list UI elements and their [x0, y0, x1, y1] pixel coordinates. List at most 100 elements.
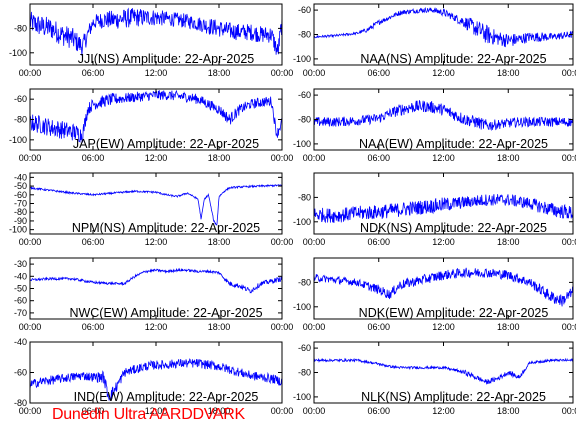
y-tick-label: -100: [293, 217, 311, 227]
panel-title: JAP(EW) Amplitude: 22-Apr-2025: [73, 137, 259, 151]
x-tick-label: 18:00: [208, 237, 231, 247]
y-tick-label: -70: [14, 308, 27, 318]
x-tick-label: 06:00: [367, 406, 390, 416]
panel-title: NWC(EW) Amplitude: 22-Apr-2025: [69, 306, 262, 320]
x-tick-label: 00:00: [303, 322, 326, 332]
amplitude-series-line: [314, 193, 573, 224]
x-tick-label: 12:00: [432, 68, 455, 78]
x-tick-label: 06:00: [82, 68, 105, 78]
x-tick-label: 18:00: [497, 68, 520, 78]
y-tick-label: -80: [298, 115, 311, 125]
x-tick-label: 00:00: [271, 68, 294, 78]
y-tick-label: -80: [14, 398, 27, 408]
amplitude-series-line: [30, 89, 282, 143]
panel-title: NAA(NS) Amplitude: 22-Apr-2025: [360, 52, 546, 66]
x-tick-label: 12:00: [145, 237, 168, 247]
y-tick-label: -60: [298, 5, 311, 15]
x-tick-label: 12:00: [145, 153, 168, 163]
x-tick-label: 12:00: [432, 237, 455, 247]
panel-title: NPM(NS) Amplitude: 22-Apr-2025: [72, 221, 260, 235]
y-tick-label: -60: [298, 343, 311, 353]
chart-panel: 00:00 06:00 12:00 18:00 00:00 -40-50-60-70-80…: [9, 172, 293, 247]
chart-panel: 00:00 06:00 12:00 18:00 00:00 -60 -80 -100 NAA(N…: [293, 3, 576, 78]
chart-panel: 00:00 06:00 12:00 18:00 00:00 -60 -80 -100 NAA(E…: [293, 88, 576, 163]
y-tick-label: -50: [14, 181, 27, 191]
y-tick-label: -40: [14, 271, 27, 281]
x-tick-label: 18:00: [208, 153, 231, 163]
x-tick-label: 00:00: [271, 237, 294, 247]
amplitude-series-line: [314, 267, 573, 307]
y-tick-label: -40: [14, 337, 27, 347]
chart-panel: 00:00 06:00 12:00 18:00 00:00 -30 -40 -50 -60 -70…: [14, 257, 294, 332]
x-tick-label: 06:00: [82, 153, 105, 163]
y-tick-label: -60: [14, 368, 27, 378]
chart-panel: 00:00 06:00 12:00 18:00 00:00 -60 -80 -100 JAP(E…: [9, 88, 294, 163]
y-tick-label: -50: [14, 284, 27, 294]
x-tick-label: 18:00: [497, 153, 520, 163]
x-tick-label: 06:00: [367, 322, 390, 332]
x-tick-label: 12:00: [145, 322, 168, 332]
chart-panel: 00:00 06:00 12:00 18:00 00:00 -80 -100 NDK(EW) …: [293, 257, 576, 332]
x-tick-label: 00:00: [562, 68, 576, 78]
x-tick-label: 00:00: [303, 153, 326, 163]
y-tick-label: -100: [9, 225, 27, 235]
x-tick-label: 00:00: [562, 237, 576, 247]
panel-title: NAA(EW) Amplitude: 22-Apr-2025: [359, 137, 548, 151]
panel-title: NDK(EW) Amplitude: 22-Apr-2025: [359, 306, 549, 320]
y-tick-label: -80: [14, 207, 27, 217]
x-tick-label: 18:00: [208, 68, 231, 78]
chart-panel: 00:00 06:00 12:00 18:00 00:00 -80 -100 NDK(NS) …: [293, 172, 576, 247]
x-tick-label: 00:00: [271, 406, 294, 416]
x-tick-label: 06:00: [82, 322, 105, 332]
panel-title: NLK(NS) Amplitude: 22-Apr-2025: [361, 390, 546, 404]
x-tick-label: 00:00: [19, 68, 42, 78]
y-tick-label: -100: [293, 54, 311, 64]
y-tick-label: -100: [9, 48, 27, 58]
x-tick-label: 12:00: [432, 406, 455, 416]
x-tick-label: 00:00: [562, 153, 576, 163]
x-tick-label: 00:00: [19, 153, 42, 163]
x-tick-label: 00:00: [19, 406, 42, 416]
x-tick-label: 00:00: [19, 322, 42, 332]
amplitude-series-line: [30, 358, 282, 402]
x-tick-label: 00:00: [271, 153, 294, 163]
x-tick-label: 06:00: [367, 68, 390, 78]
x-tick-label: 18:00: [497, 406, 520, 416]
x-tick-label: 00:00: [19, 237, 42, 247]
x-tick-label: 12:00: [432, 153, 455, 163]
x-tick-label: 18:00: [497, 322, 520, 332]
y-tick-label: -100: [293, 139, 311, 149]
y-tick-label: -100: [293, 302, 311, 312]
y-tick-label: -100: [9, 135, 27, 145]
panel-title: JJI(NS) Amplitude: 22-Apr-2025: [78, 52, 255, 66]
chart-panel: 00:00 06:00 12:00 18:00 00:00 -80 -100 JJI(NS) …: [9, 3, 294, 78]
amplitude-series-line: [30, 7, 282, 56]
x-tick-label: 00:00: [562, 406, 576, 416]
y-tick-label: -60: [298, 90, 311, 100]
x-tick-label: 00:00: [303, 406, 326, 416]
y-tick-label: -80: [298, 368, 311, 378]
amplitude-series-line: [314, 7, 573, 48]
x-tick-label: 18:00: [497, 237, 520, 247]
y-tick-label: -70: [14, 199, 27, 209]
y-tick-label: -60: [14, 190, 27, 200]
x-tick-label: 00:00: [562, 322, 576, 332]
x-tick-label: 00:00: [271, 322, 294, 332]
y-tick-label: -90: [14, 216, 27, 226]
x-tick-label: 18:00: [208, 322, 231, 332]
credit-label: Dunedin Ultra AARDDVARK: [52, 406, 245, 423]
y-tick-label: -80: [298, 192, 311, 202]
x-tick-label: 06:00: [82, 237, 105, 247]
y-tick-label: -30: [14, 259, 27, 269]
x-tick-label: 12:00: [145, 406, 168, 416]
y-tick-label: -80: [298, 277, 311, 287]
amplitude-series-line: [314, 357, 573, 385]
y-tick-label: -40: [14, 172, 27, 182]
y-tick-label: -80: [14, 115, 27, 125]
y-tick-label: -80: [14, 23, 27, 33]
y-tick-label: -80: [298, 30, 311, 40]
amplitude-series-line: [30, 267, 282, 294]
chart-panel: 00:00 06:00 12:00 18:00 00:00 -40 -60 -80 IND(EW…: [14, 337, 293, 416]
amplitude-series-line: [314, 100, 573, 132]
